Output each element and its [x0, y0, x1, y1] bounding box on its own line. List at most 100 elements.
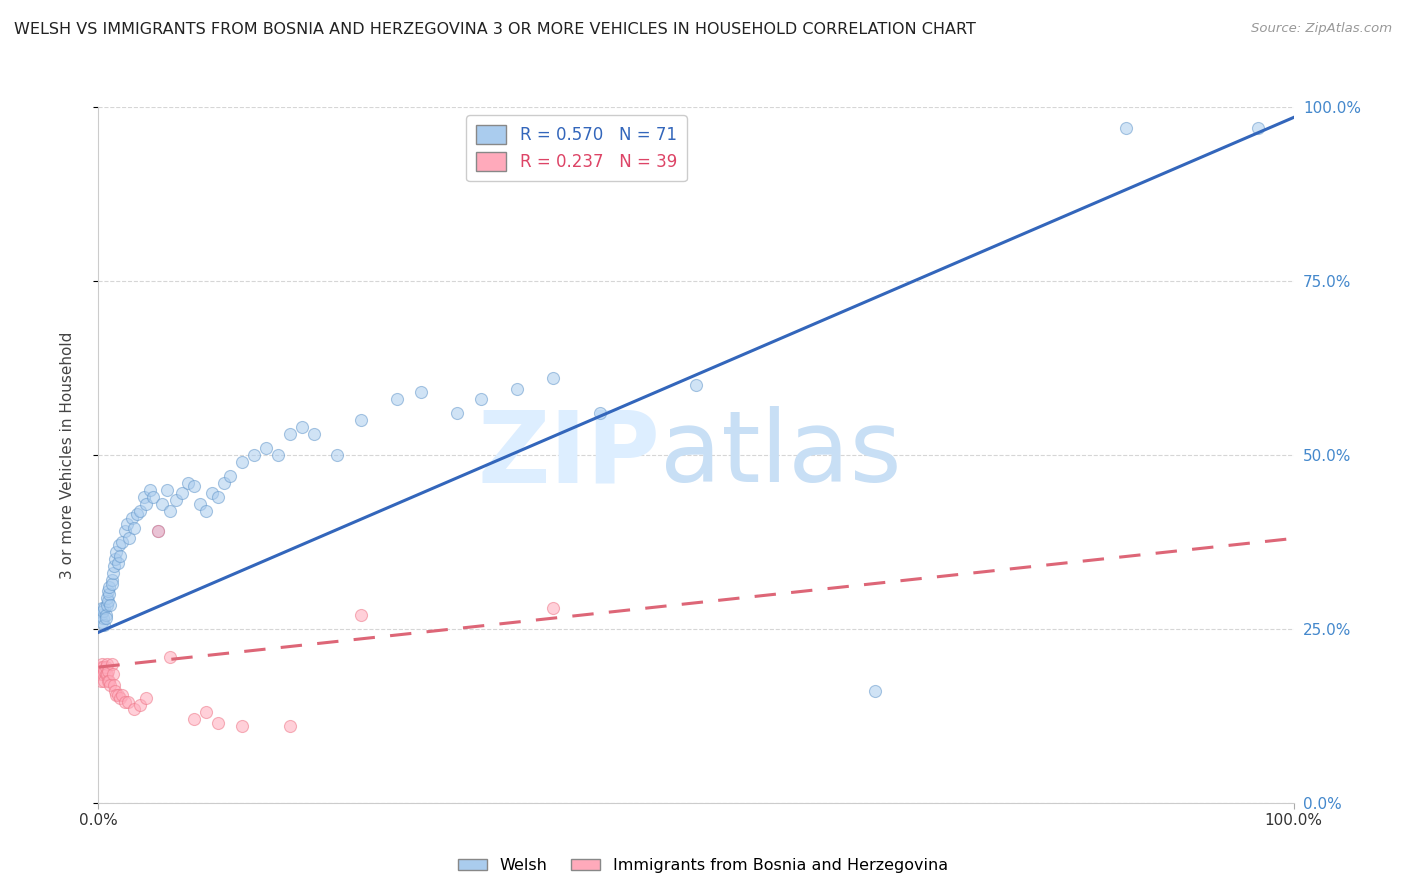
Point: [93, 601, 115, 615]
Point: [135, 691, 157, 706]
Point: [139, 483, 162, 497]
Point: [107, 556, 129, 570]
Point: [219, 468, 242, 483]
Point: [541, 601, 564, 615]
Point: [177, 475, 200, 490]
Point: [135, 497, 157, 511]
Point: [165, 493, 187, 508]
Point: [93, 674, 115, 689]
Point: [243, 448, 266, 462]
Point: [291, 420, 314, 434]
Point: [159, 649, 181, 664]
Point: [195, 503, 218, 517]
Point: [108, 549, 131, 563]
Point: [172, 486, 194, 500]
Point: [94, 611, 117, 625]
Point: [98, 580, 121, 594]
Point: [100, 573, 122, 587]
Point: [129, 503, 152, 517]
Point: [96, 598, 118, 612]
Point: [91, 667, 114, 681]
Point: [865, 684, 887, 698]
Point: [183, 712, 205, 726]
Point: [111, 534, 134, 549]
Point: [114, 695, 136, 709]
Point: [148, 524, 170, 539]
Text: atlas: atlas: [661, 407, 901, 503]
Legend: R = 0.570   N = 71, R = 0.237   N = 39: R = 0.570 N = 71, R = 0.237 N = 39: [467, 115, 686, 181]
Point: [132, 490, 155, 504]
Point: [97, 664, 120, 678]
Y-axis label: 3 or more Vehicles in Household: 3 or more Vehicles in Household: [60, 331, 75, 579]
Text: Source: ZipAtlas.com: Source: ZipAtlas.com: [1251, 22, 1392, 36]
Point: [201, 486, 224, 500]
Text: WELSH VS IMMIGRANTS FROM BOSNIA AND HERZEGOVINA 3 OR MORE VEHICLES IN HOUSEHOLD : WELSH VS IMMIGRANTS FROM BOSNIA AND HERZ…: [14, 22, 976, 37]
Point: [108, 691, 131, 706]
Point: [142, 490, 165, 504]
Point: [97, 674, 120, 689]
Point: [97, 583, 120, 598]
Point: [90, 607, 112, 622]
Point: [91, 657, 114, 671]
Point: [96, 657, 118, 671]
Point: [302, 427, 325, 442]
Point: [103, 677, 125, 691]
Point: [100, 657, 122, 671]
Point: [385, 392, 409, 407]
Point: [101, 566, 124, 581]
Point: [98, 598, 122, 612]
Point: [446, 406, 468, 420]
Point: [254, 441, 277, 455]
Point: [96, 667, 118, 681]
Text: ZIP: ZIP: [477, 407, 661, 503]
Point: [94, 660, 117, 674]
Point: [231, 455, 253, 469]
Point: [155, 483, 177, 497]
Point: [506, 382, 529, 396]
Point: [93, 618, 115, 632]
Point: [207, 715, 229, 730]
Point: [129, 698, 152, 713]
Point: [124, 521, 146, 535]
Point: [183, 479, 205, 493]
Point: [98, 677, 122, 691]
Point: [411, 385, 433, 400]
Point: [100, 576, 122, 591]
Point: [90, 674, 112, 689]
Point: [107, 688, 129, 702]
Point: [125, 507, 148, 521]
Point: [1247, 120, 1270, 135]
Point: [159, 503, 181, 517]
Point: [89, 667, 111, 681]
Point: [104, 552, 127, 566]
Point: [91, 660, 114, 674]
Point: [97, 594, 120, 608]
Point: [96, 591, 118, 605]
Point: [105, 688, 128, 702]
Point: [278, 719, 301, 733]
Point: [111, 688, 134, 702]
Point: [350, 607, 373, 622]
Point: [148, 524, 170, 539]
Point: [91, 601, 114, 615]
Point: [207, 490, 229, 504]
Point: [267, 448, 290, 462]
Point: [94, 667, 117, 681]
Point: [212, 475, 235, 490]
Point: [94, 607, 117, 622]
Point: [326, 448, 349, 462]
Point: [231, 719, 253, 733]
Point: [470, 392, 492, 407]
Point: [150, 497, 173, 511]
Point: [118, 532, 141, 546]
Point: [98, 587, 121, 601]
Point: [350, 413, 373, 427]
Point: [93, 664, 115, 678]
Legend: Welsh, Immigrants from Bosnia and Herzegovina: Welsh, Immigrants from Bosnia and Herzeg…: [451, 852, 955, 880]
Point: [105, 545, 128, 559]
Point: [121, 510, 143, 524]
Point: [115, 517, 138, 532]
Point: [117, 695, 139, 709]
Point: [91, 664, 114, 678]
Point: [91, 605, 114, 619]
